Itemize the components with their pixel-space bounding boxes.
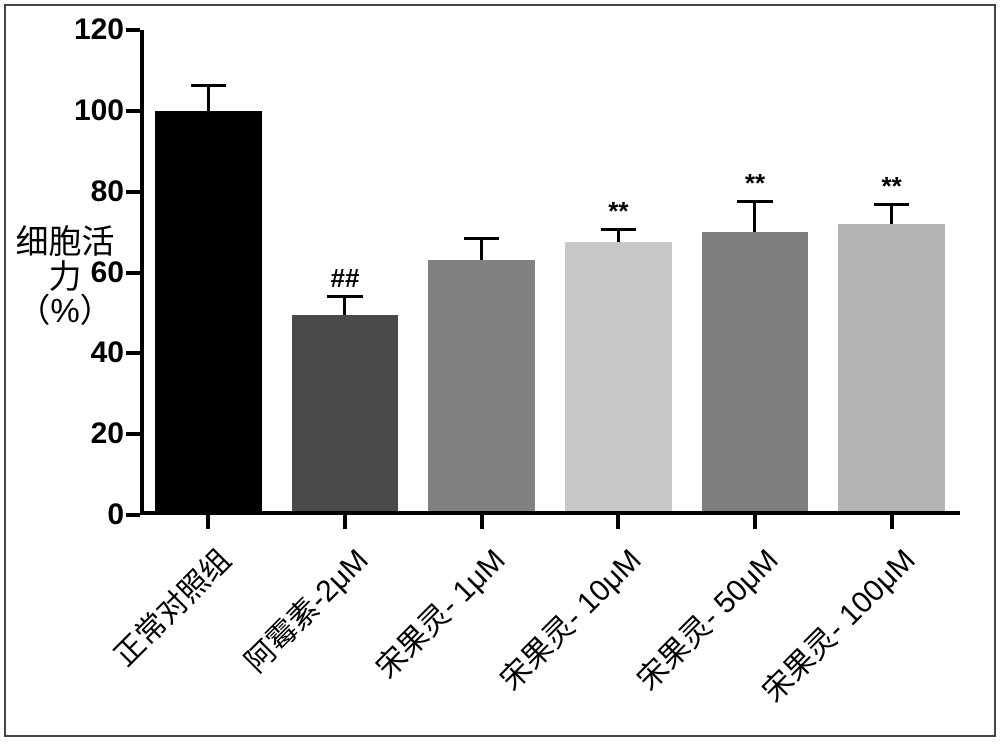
bar-slot: ** xyxy=(565,30,672,515)
bar-slot xyxy=(155,30,262,515)
y-tick xyxy=(126,190,140,194)
chart-container: 细胞活力 （%） ##****** 020406080100120正常对照组阿霉… xyxy=(0,0,1000,741)
error-bar-line xyxy=(480,237,483,260)
bar-slot xyxy=(428,30,535,515)
y-axis-title-line2: （%） xyxy=(17,292,112,329)
bar xyxy=(702,232,809,511)
bar-slot: ** xyxy=(702,30,809,515)
x-tick xyxy=(616,515,620,529)
error-bar-line xyxy=(890,203,893,224)
y-tick xyxy=(126,109,140,113)
error-bar-cap xyxy=(191,84,226,87)
x-tick xyxy=(343,515,347,529)
y-tick xyxy=(126,28,140,32)
bar xyxy=(565,242,672,511)
plot-area: ##****** 020406080100120正常对照组阿霉素-2μM宋果灵-… xyxy=(140,30,960,515)
y-tick-label: 60 xyxy=(64,256,124,290)
y-tick xyxy=(126,432,140,436)
bar-slot: ## xyxy=(292,30,399,515)
x-tick xyxy=(480,515,484,529)
significance-marker: ** xyxy=(565,198,672,224)
y-tick-label: 100 xyxy=(64,94,124,128)
y-tick-label: 120 xyxy=(64,13,124,47)
x-tick xyxy=(753,515,757,529)
y-tick xyxy=(126,513,140,517)
error-bar-line xyxy=(753,200,756,232)
error-bar-line xyxy=(207,84,210,111)
y-tick xyxy=(126,351,140,355)
significance-marker: ** xyxy=(838,173,945,199)
bar-slot: ** xyxy=(838,30,945,515)
bar xyxy=(155,111,262,511)
x-tick xyxy=(890,515,894,529)
significance-marker: ** xyxy=(702,170,809,196)
error-bar-cap xyxy=(737,200,772,203)
y-tick-label: 40 xyxy=(64,336,124,370)
error-bar-cap xyxy=(464,237,499,240)
error-bar-line xyxy=(343,295,346,315)
error-bar-cap xyxy=(327,295,362,298)
y-tick xyxy=(126,271,140,275)
bar xyxy=(292,315,399,511)
error-bar-cap xyxy=(874,203,909,206)
y-tick-label: 80 xyxy=(64,175,124,209)
error-bar-cap xyxy=(601,228,636,231)
bar xyxy=(838,224,945,511)
bar xyxy=(428,260,535,511)
x-tick xyxy=(206,515,210,529)
y-tick-label: 20 xyxy=(64,417,124,451)
bars-layer: ## ** ** ** xyxy=(140,30,960,515)
significance-marker: ## xyxy=(292,265,399,291)
y-tick-label: 0 xyxy=(64,498,124,532)
